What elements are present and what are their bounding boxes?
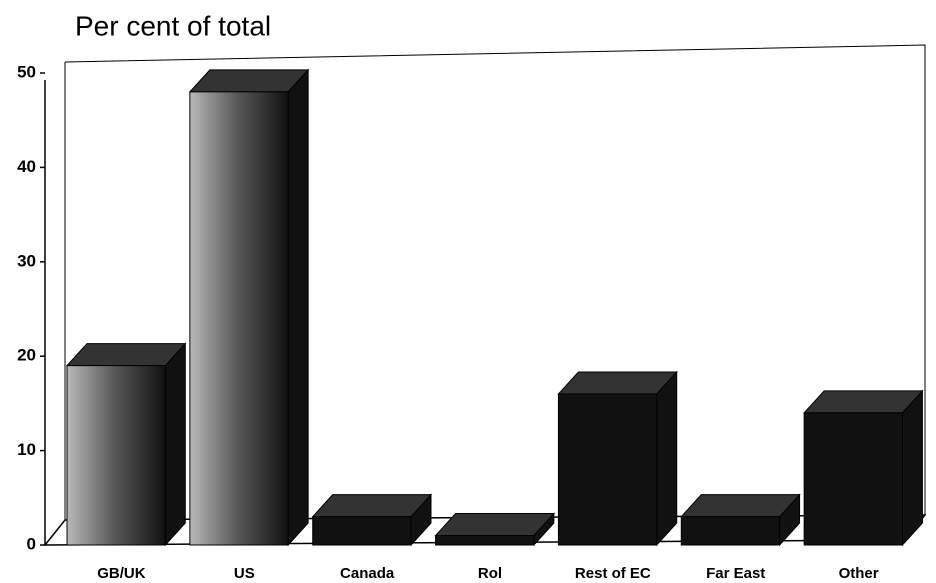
bar-face [557, 371, 678, 395]
bar-face [435, 535, 535, 546]
bar-face [287, 68, 309, 547]
x-tick-label: Rest of EC [575, 565, 651, 582]
bar-face [803, 412, 903, 546]
bar [65, 342, 187, 547]
bar-face [434, 513, 555, 537]
bar [311, 493, 433, 547]
bar-face [680, 516, 781, 546]
bar [188, 68, 310, 547]
bar-face [803, 390, 924, 414]
bar-face [312, 516, 412, 546]
bar-face [66, 365, 166, 546]
y-tick-label: 30 [17, 251, 36, 270]
bar [557, 370, 678, 547]
back-wall [64, 44, 926, 520]
bar-face [680, 494, 801, 518]
chart-title: Per cent of total [75, 10, 271, 41]
x-tick-label: GB/UK [97, 565, 146, 582]
bar-face [656, 370, 678, 547]
bar [434, 512, 555, 547]
bar-face [901, 389, 923, 547]
x-tick-label: US [234, 565, 255, 582]
y-tick-label: 50 [17, 62, 36, 81]
x-tick-label: Far East [706, 565, 765, 582]
bar-face [188, 69, 310, 93]
x-tick-label: Rol [478, 565, 502, 582]
bar-face [164, 342, 186, 547]
bar-face [557, 393, 658, 546]
y-tick-label: 0 [27, 534, 36, 553]
bar [680, 493, 801, 547]
x-tick-label: Canada [340, 565, 395, 582]
y-tick-label: 40 [17, 157, 36, 176]
y-tick-label: 10 [17, 440, 36, 459]
bar-face [311, 494, 433, 518]
bar-face [65, 343, 187, 367]
y-tick-label: 20 [17, 346, 36, 365]
x-tick-label: Other [839, 565, 879, 582]
bar-face [189, 91, 289, 546]
bar [803, 389, 924, 547]
